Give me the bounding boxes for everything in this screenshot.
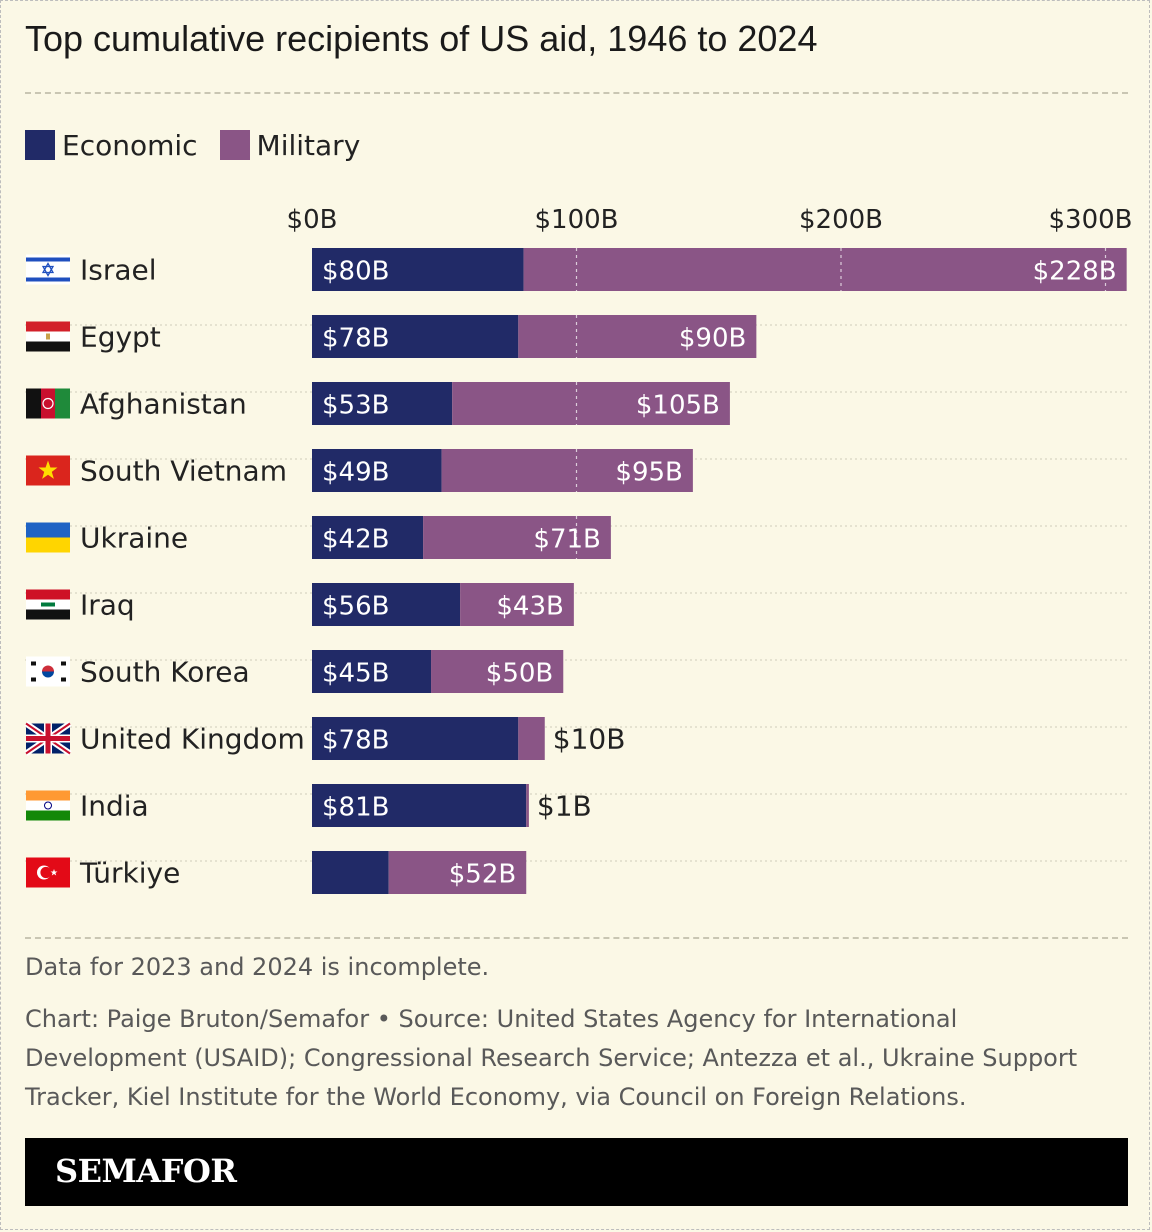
bar-military: [526, 784, 529, 827]
military-value-label: $43B: [496, 592, 563, 622]
bars: [312, 248, 1127, 894]
bar-military: [518, 315, 757, 358]
economic-value-label: $81B: [322, 793, 389, 823]
bar-economic: [312, 650, 432, 693]
country-label: India: [80, 790, 149, 823]
bar-economic: [312, 784, 527, 827]
bar-economic: [312, 382, 453, 425]
military-value-label: $1B: [537, 790, 592, 823]
economic-value-label: $49B: [322, 458, 389, 488]
legend-label-military: Military: [256, 128, 361, 162]
economic-value-label: $42B: [322, 525, 389, 555]
ukraine-flag-icon: [26, 522, 70, 553]
x-tick-label: $300B: [1048, 205, 1132, 235]
x-tick-label: $200B: [799, 205, 883, 235]
legend-item-economic: Economic: [25, 129, 198, 162]
united-kingdom-flag-icon: [24, 721, 72, 756]
india-flag-icon: [26, 790, 70, 821]
bar-economic: [312, 583, 461, 626]
egypt-flag-icon: [26, 321, 70, 352]
economic-value-label: $45B: [322, 659, 389, 689]
bar-military: [388, 851, 527, 894]
semafor-logo: SEMAFOR: [55, 1152, 237, 1190]
turkiye-flag-icon: [26, 857, 70, 888]
military-value-label: $90B: [679, 324, 746, 354]
country-label: Israel: [80, 254, 157, 287]
bar-economic: [312, 449, 442, 492]
military-value-label: $52B: [449, 860, 516, 890]
economic-value-label: $56B: [322, 592, 389, 622]
country-label: United Kingdom: [80, 723, 305, 756]
military-value-label: $95B: [615, 458, 682, 488]
x-tick-label: $100B: [534, 205, 618, 235]
bar-chart: $0B $100B $200B $300B Israel $80B $228B Egypt $7…: [24, 205, 1133, 894]
chart-title: Top cumulative recipients of US aid, 194…: [25, 18, 818, 59]
country-label: Afghanistan: [80, 388, 247, 421]
economic-value-label: $53B: [322, 391, 389, 421]
brand-bar: SEMAFOR: [25, 1138, 1128, 1206]
bar-economic: [312, 248, 524, 291]
country-label: Ukraine: [80, 522, 188, 555]
bar-military: [460, 583, 574, 626]
legend-swatch-economic: [25, 130, 55, 160]
afghanistan-flag-icon: [26, 388, 70, 419]
legend-item-military: Military: [219, 128, 361, 162]
gridlines-overlay: [575, 248, 1107, 559]
economic-value-label: $78B: [322, 324, 389, 354]
bar-military: [423, 516, 611, 559]
military-value-label: $10B: [553, 723, 626, 756]
data-note: Data for 2023 and 2024 is incomplete.: [25, 953, 490, 981]
bar-economic: [312, 516, 424, 559]
military-value-label: $71B: [533, 525, 600, 555]
bar-military: [452, 382, 730, 425]
source-credit: Chart: Paige Bruton/Semafor • Source: Un…: [25, 1005, 1078, 1111]
bar-military: [523, 248, 1127, 291]
iraq-flag-icon: [26, 589, 70, 620]
title-divider: [25, 92, 1128, 94]
legend-label-economic: Economic: [62, 128, 198, 162]
bar-economic: [312, 315, 519, 358]
legend-swatch-military: [219, 130, 250, 160]
bar-military: [441, 449, 693, 492]
bar-military: [518, 717, 545, 760]
legend: Economic Military: [25, 128, 382, 162]
country-label: Iraq: [80, 589, 135, 622]
country-label: Egypt: [80, 321, 161, 354]
economic-value-label: $80B: [322, 257, 389, 287]
south-vietnam-flag-icon: [26, 455, 70, 486]
south-korea-flag-icon: [26, 656, 70, 687]
bar-economic: [312, 717, 519, 760]
bar-military: [431, 650, 564, 693]
military-value-label: $228B: [1033, 257, 1117, 287]
x-tick-label: $0B: [287, 205, 338, 235]
economic-value-label: $78B: [322, 726, 389, 756]
country-label: Türkiye: [79, 857, 180, 890]
country-label: South Vietnam: [80, 455, 287, 488]
military-value-label: $105B: [636, 391, 720, 421]
israel-flag-icon: [26, 254, 70, 285]
military-value-label: $50B: [486, 659, 553, 689]
footer-divider: [25, 937, 1128, 939]
bar-economic: [312, 851, 389, 894]
country-label: South Korea: [80, 656, 250, 689]
